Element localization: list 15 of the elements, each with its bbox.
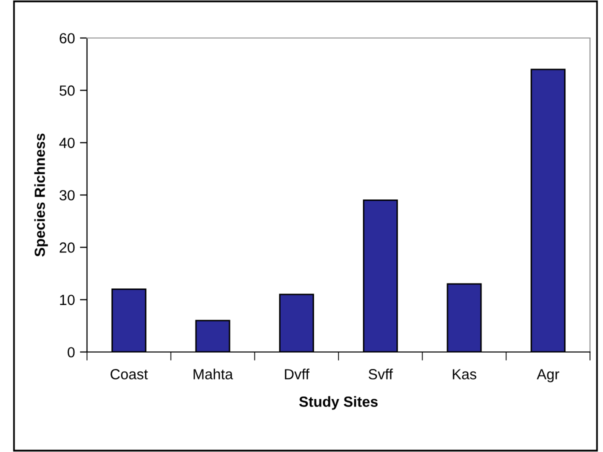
y-tick-label: 0 (68, 347, 75, 358)
x-tick-label: Mahta (194, 368, 234, 380)
y-tick-label: 40 (59, 138, 75, 148)
x-tick-label: Dvff (284, 368, 310, 380)
y-tick-label: 60 (60, 33, 75, 44)
y-tick-label: 50 (60, 85, 75, 96)
x-axis-title: Study Sites (299, 396, 378, 410)
x-tick-label: Svff (368, 368, 393, 380)
y-tick-label: 10 (60, 294, 75, 306)
x-tick-label: Kas (452, 369, 476, 380)
y-tick-label: 20 (60, 242, 75, 253)
x-tick-label: Agr (536, 369, 560, 382)
x-tick-label: Coast (110, 369, 148, 380)
y-axis-title: Species Richness (34, 134, 48, 257)
y-tick-label: 30 (60, 190, 75, 200)
